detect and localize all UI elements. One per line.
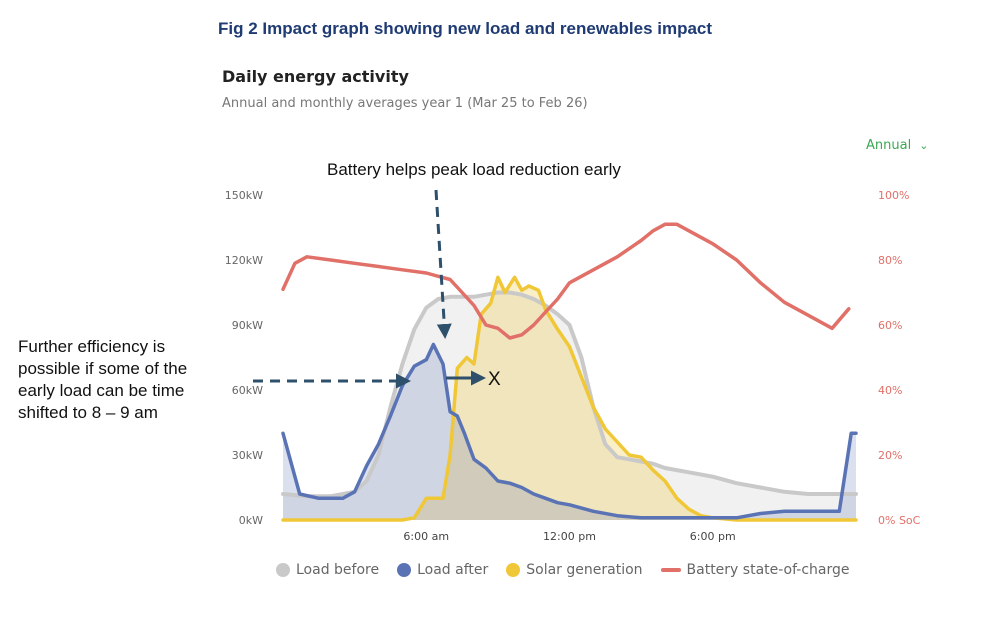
y-left-tick-label: 150kW	[225, 189, 263, 202]
card-title: Daily energy activity	[222, 67, 409, 86]
figure-title: Fig 2 Impact graph showing new load and …	[218, 19, 713, 38]
x-tick-label: 6:00 pm	[690, 530, 736, 543]
legend-load-after[interactable]: Load after	[397, 562, 488, 578]
solar-generation-area	[283, 277, 856, 520]
legend-load-after-swatch	[397, 563, 412, 577]
y-right-tick-label: 60%	[878, 319, 902, 332]
y-left-tick-label: 0kW	[239, 514, 263, 527]
chevron-down-icon: ⌄	[919, 139, 929, 152]
legend-load-before-swatch	[276, 563, 290, 577]
chart-legend: Load before Load after Solar generation …	[276, 562, 850, 578]
legend-solar-swatch	[506, 563, 521, 577]
y-left-tick-label: 90kW	[232, 319, 263, 332]
card-subtitle: Annual and monthly averages year 1 (Mar …	[222, 96, 588, 111]
x-tick-label: 12:00 pm	[543, 530, 596, 543]
y-right-tick-label: 80%	[878, 254, 902, 267]
y-left-tick-label: 120kW	[225, 254, 263, 267]
legend-solar-label: Solar generation	[526, 562, 643, 578]
period-select[interactable]: Annual ⌄	[866, 138, 928, 153]
y-left-tick-label: 60kW	[232, 384, 263, 397]
period-select-label: Annual	[866, 138, 912, 153]
legend-solar[interactable]: Solar generation	[506, 562, 643, 578]
x-tick-label: 6:00 am	[403, 530, 449, 543]
legend-load-before[interactable]: Load before	[276, 562, 379, 578]
arrow-battery-peak	[434, 189, 452, 339]
y-left-tick-label: 30kW	[232, 449, 263, 462]
legend-load-after-label: Load after	[417, 562, 489, 578]
annotation-battery-peak: Battery helps peak load reduction early	[327, 160, 621, 179]
solar-generation-line	[281, 275, 858, 522]
legend-battery[interactable]: Battery state-of-charge	[660, 562, 850, 578]
load-before-line	[281, 290, 858, 499]
y-right-tick-label: 40%	[878, 384, 902, 397]
legend-battery-swatch	[660, 568, 681, 572]
battery-soc-line	[281, 222, 851, 340]
shift-marker-x: X	[488, 369, 501, 390]
y-right-tick-label: 100%	[878, 189, 909, 202]
load-before-area	[283, 292, 856, 520]
load-after-line	[281, 342, 858, 520]
load-after-area	[283, 344, 856, 520]
legend-load-before-label: Load before	[296, 562, 380, 578]
y-right-tick-label: 0% SoC	[878, 514, 921, 527]
annotation-efficiency: Further efficiency is possible if some o…	[18, 337, 188, 422]
legend-battery-label: Battery state-of-charge	[686, 562, 850, 578]
y-right-tick-label: 20%	[878, 449, 902, 462]
